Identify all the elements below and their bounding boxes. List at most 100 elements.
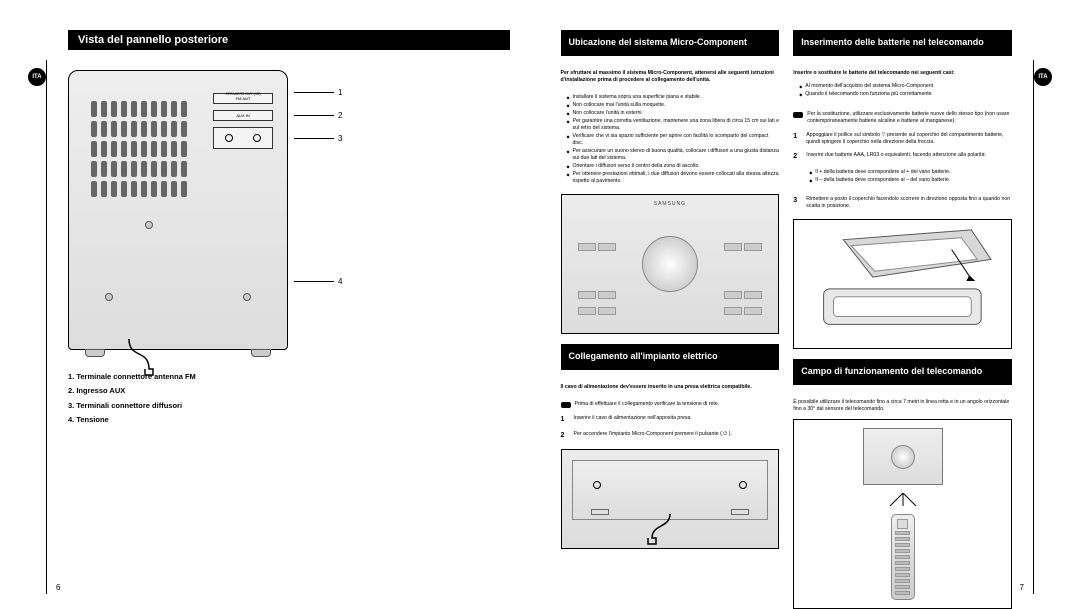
page-6: ITA Vista del pannello posteriore FM ANT… (28, 30, 541, 598)
step-number: 1 (793, 132, 801, 146)
battery-diagram-icon (794, 220, 1011, 348)
button-row (724, 291, 762, 299)
rear-panel-illustration: FM ANT AUX IN SPEAKERS OUT (4Ω) (68, 70, 288, 350)
list-item: Installare il sistema sopra una superfic… (567, 94, 780, 101)
language-badge: ITA (28, 68, 46, 86)
port-speakers: SPEAKERS OUT (4Ω) (213, 127, 273, 149)
unit-front-small-icon (863, 428, 943, 486)
figure-power-connection (561, 449, 780, 549)
callout-numbers: 1 2 3 4 (294, 70, 342, 286)
slot-icon (105, 293, 113, 301)
margin-rule-right (1033, 60, 1034, 594)
note-text: Prima di effettuare il collegamento veri… (575, 401, 720, 408)
page-number-right: 7 (1020, 583, 1024, 592)
unit-rear-icon (572, 460, 769, 520)
list-item: Per garantire una corretta ventilazione,… (567, 118, 780, 132)
list-item: Orientare i diffusori verso il centro de… (567, 163, 780, 170)
power-cord-icon (119, 339, 179, 379)
figure-battery-insert (793, 219, 1012, 349)
note-icon (561, 402, 571, 408)
step-text: Inserire il cavo di alimentazione nell'a… (574, 415, 692, 424)
dial-icon (891, 445, 915, 469)
signal-lines-icon (883, 493, 923, 505)
jack-icon (593, 481, 601, 489)
margin-rule-left (46, 60, 47, 594)
language-badge: ITA (1034, 68, 1052, 86)
remote-display (897, 519, 908, 529)
note-text: Per la sostituzione, utilizzare esclusiv… (807, 111, 1012, 125)
page-7: ITA Ubicazione del sistema Micro-Compone… (541, 30, 1053, 598)
list-item: Non collocare l'unità in esterni. (567, 110, 780, 117)
button-row (578, 243, 616, 251)
list-item: Il – della batteria deve corrispondere a… (809, 177, 1012, 184)
step-row: 3 Rimettere a posto il coperchio facendol… (793, 196, 1012, 210)
slot-icon (243, 293, 251, 301)
button-row (578, 307, 616, 315)
step-text: Appoggiare il pollice sul simbolo ▽ pres… (806, 132, 1012, 146)
vent-slots (91, 101, 187, 197)
power-lead: Il cavo di alimentazione dev'essere inse… (561, 384, 780, 391)
list-item: Verificare che vi sia spazio sufficiente… (567, 133, 780, 147)
figure-remote-range (793, 419, 1012, 609)
remote-range-text: È possibile utilizzare il telecomando fi… (793, 399, 1012, 413)
batteries-caution: Per la sostituzione, utilizzare esclusiv… (793, 111, 1012, 125)
jack-icon (739, 481, 747, 489)
batteries-lead: Inserire o sostituire le batterie del te… (793, 70, 1012, 77)
foot (85, 349, 105, 357)
section-title-power: Collegamento all'impianto elettrico (561, 344, 780, 370)
step-row: 2 Per accendere l'impianto Micro-Componen… (561, 431, 780, 440)
callout-2: 2 (338, 111, 342, 120)
step-number: 2 (793, 152, 801, 161)
speaker-jack (225, 134, 233, 142)
list-item: Al momento dell'acquisto del sistema Mic… (799, 83, 1012, 90)
column-b: Inserimento delle batterie nel telecoman… (793, 30, 1012, 609)
list-item: Quando il telecomando non funziona più c… (799, 91, 1012, 98)
step-number: 3 (793, 196, 801, 210)
step-row: 2 Inserire due batterie AAA, LR03 o equiv… (793, 152, 1012, 161)
list-item: Non collocare mai l'unità sulla moquette… (567, 102, 780, 109)
note-icon (793, 112, 803, 118)
step-number: 1 (561, 415, 569, 424)
placement-intro: Per sfruttare al massimo il sistema Micr… (561, 70, 780, 84)
callout-3: 3 (338, 134, 342, 143)
volume-dial-icon (642, 236, 698, 292)
list-item: Il + della batteria deve corrispondere a… (809, 169, 1012, 176)
callout-1: 1 (338, 88, 342, 97)
power-cord-icon (640, 514, 700, 548)
slot-icon (731, 509, 749, 515)
section-title-placement: Ubicazione del sistema Micro-Component (561, 30, 780, 56)
foot (251, 349, 271, 357)
step-number: 2 (561, 431, 569, 440)
legend-item: 2. Ingresso AUX (68, 384, 510, 398)
step-text: Per accendere l'impianto Micro-Component… (574, 431, 732, 440)
legend-item: 3. Terminali connettore diffusori (68, 399, 510, 413)
figure-front-panel: SAMSUNG (561, 194, 780, 334)
legend-item: 4. Tensione (68, 413, 510, 427)
figure-rear-panel: FM ANT AUX IN SPEAKERS OUT (4Ω) (68, 70, 510, 350)
step-row: 1 Inserire il cavo di alimentazione nell'… (561, 415, 780, 424)
rear-ports: FM ANT AUX IN SPEAKERS OUT (4Ω) (213, 93, 273, 155)
port-aux-in: AUX IN (213, 110, 273, 121)
button-row (724, 243, 762, 251)
batteries-when: Al momento dell'acquisto del sistema Mic… (793, 83, 1012, 99)
column-a: Ubicazione del sistema Micro-Component P… (561, 30, 780, 609)
list-item: Per ottenere prestazioni ottimali, i due… (567, 171, 780, 185)
list-item: Per assicurare un suono stereo di buona … (567, 148, 780, 162)
page-number-left: 6 (56, 583, 60, 592)
step-text: Rimettere a posto il coperchio facendolo… (806, 196, 1012, 210)
remote-control-icon (891, 514, 915, 600)
port-speakers-label: SPEAKERS OUT (4Ω) (225, 92, 260, 97)
button-row (578, 291, 616, 299)
callout-4: 4 (338, 277, 342, 286)
button-row (724, 307, 762, 315)
polarity-list: Il + della batteria deve corrispondere a… (803, 169, 1012, 185)
placement-bullets: Installare il sistema sopra una superfic… (561, 94, 780, 186)
speaker-jack (253, 134, 261, 142)
section-title-rear-panel: Vista del pannello posteriore (68, 30, 510, 50)
section-title-remote-range: Campo di funzionamento del telecomando (793, 359, 1012, 385)
step-text: Inserire due batterie AAA, LR03 o equiva… (806, 152, 986, 161)
brand-label: SAMSUNG (654, 201, 686, 207)
screw-icon (145, 221, 153, 229)
section-title-batteries: Inserimento delle batterie nel telecoman… (793, 30, 1012, 56)
power-note: Prima di effettuare il collegamento veri… (561, 401, 780, 408)
